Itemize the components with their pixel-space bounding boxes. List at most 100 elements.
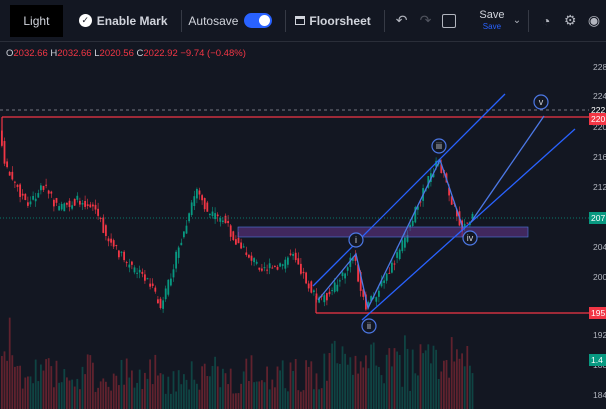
- candle-body: [427, 176, 430, 188]
- candle-body: [162, 300, 164, 309]
- volume-bar: [198, 389, 201, 409]
- drawings: [0, 93, 589, 321]
- candle-body: [68, 200, 71, 207]
- candle-body: [432, 173, 435, 178]
- candle-body: [21, 193, 24, 196]
- candle-body: [401, 240, 404, 252]
- candle-body: [146, 278, 149, 280]
- volume-bar: [216, 366, 219, 409]
- volume-bar: [370, 344, 372, 409]
- volume-bar: [409, 390, 411, 409]
- candle-body: [365, 294, 367, 310]
- camera-icon[interactable]: ◉: [587, 12, 601, 28]
- candle-body: [281, 264, 284, 266]
- price-tag: 195: [589, 307, 606, 319]
- volume-bar: [300, 391, 302, 409]
- candle-body: [42, 185, 45, 190]
- volume-bar: [292, 370, 294, 409]
- candle-body: [313, 290, 315, 293]
- volume-bar: [466, 345, 469, 409]
- gear-icon[interactable]: ⚙: [563, 12, 577, 28]
- candle-body: [242, 246, 245, 248]
- volume-bar: [175, 391, 177, 409]
- candle-body: [297, 258, 300, 265]
- volume-bar: [133, 387, 136, 409]
- candle-body: [19, 184, 21, 197]
- floorsheet-label: Floorsheet: [309, 13, 371, 28]
- candle-body: [105, 225, 107, 236]
- candle-body: [11, 171, 14, 180]
- top-toolbar: Light ✓ Enable Mark Autosave Floorsheet …: [0, 0, 606, 42]
- volume-bar: [6, 360, 8, 409]
- theme-toggle-button[interactable]: Light: [10, 4, 63, 37]
- toggle-switch-icon[interactable]: [244, 13, 273, 28]
- candle-body: [357, 264, 359, 282]
- candle-body: [250, 255, 253, 261]
- fullscreen-icon[interactable]: [437, 5, 461, 37]
- save-button[interactable]: Save Save: [473, 5, 510, 37]
- volume-bar: [341, 346, 344, 409]
- volume-bar: [401, 386, 404, 409]
- volume-bar: [372, 342, 375, 409]
- volume-bar: [240, 383, 242, 409]
- volume-bar: [255, 381, 258, 409]
- volume-bar: [227, 384, 229, 409]
- candle-body: [266, 269, 268, 271]
- projection-ray: [470, 115, 545, 223]
- undo-icon[interactable]: ↶: [395, 12, 408, 28]
- theme-label: Light: [23, 13, 50, 28]
- volume-bar: [125, 358, 128, 409]
- candle-body: [349, 257, 352, 267]
- close-key: C: [136, 48, 144, 59]
- candle-body: [60, 203, 63, 210]
- candle-body: [414, 207, 417, 223]
- volume-bar: [42, 370, 45, 409]
- candle-body: [292, 253, 294, 256]
- volume-bar: [305, 360, 307, 409]
- candle-body: [383, 280, 385, 283]
- candle-body: [131, 261, 133, 265]
- alert-icon[interactable]: ◔: [541, 12, 551, 29]
- volume-bar: [232, 393, 235, 409]
- volume-bar: [437, 378, 440, 409]
- volume-bar: [167, 376, 170, 409]
- candle-body: [58, 206, 60, 211]
- enable-mark-button[interactable]: ✓ Enable Mark: [71, 5, 176, 37]
- autosave-toggle[interactable]: Autosave: [186, 5, 280, 37]
- volume-bar: [14, 366, 16, 409]
- chevron-down-icon[interactable]: ⌄: [512, 15, 522, 26]
- volume-bar: [94, 391, 97, 409]
- svg-text:v: v: [539, 97, 544, 107]
- candle-body: [302, 271, 305, 274]
- price-axis-label: 192: [593, 330, 606, 340]
- candle-body: [367, 302, 370, 308]
- candle-body: [188, 213, 190, 222]
- high-key: H: [50, 48, 58, 59]
- candle-body: [409, 224, 411, 228]
- candle-body: [323, 295, 326, 303]
- volume-bar: [352, 374, 354, 409]
- volume-bar: [8, 317, 11, 409]
- candle-body: [29, 201, 32, 205]
- floorsheet-button[interactable]: Floorsheet: [291, 5, 378, 37]
- volume-bar: [118, 385, 120, 409]
- volume-bar: [3, 351, 6, 409]
- volume-bar: [235, 393, 237, 409]
- volume-bar: [284, 388, 287, 409]
- redo-icon[interactable]: ↷: [419, 12, 432, 28]
- candle-body: [419, 201, 422, 203]
- volume-bar: [349, 357, 352, 409]
- candlesticks: [1, 129, 474, 313]
- candle-body: [255, 261, 258, 264]
- volume-bar: [170, 393, 172, 409]
- volume-bar: [29, 376, 32, 409]
- volume-bar: [81, 366, 84, 409]
- candle-body: [471, 213, 474, 219]
- price-axis-label: 228: [593, 62, 606, 72]
- volume-bar: [378, 366, 380, 409]
- candle-body: [47, 190, 50, 194]
- candle-body: [287, 257, 289, 265]
- candle-body: [97, 208, 99, 216]
- zone-rectangle: [237, 226, 529, 238]
